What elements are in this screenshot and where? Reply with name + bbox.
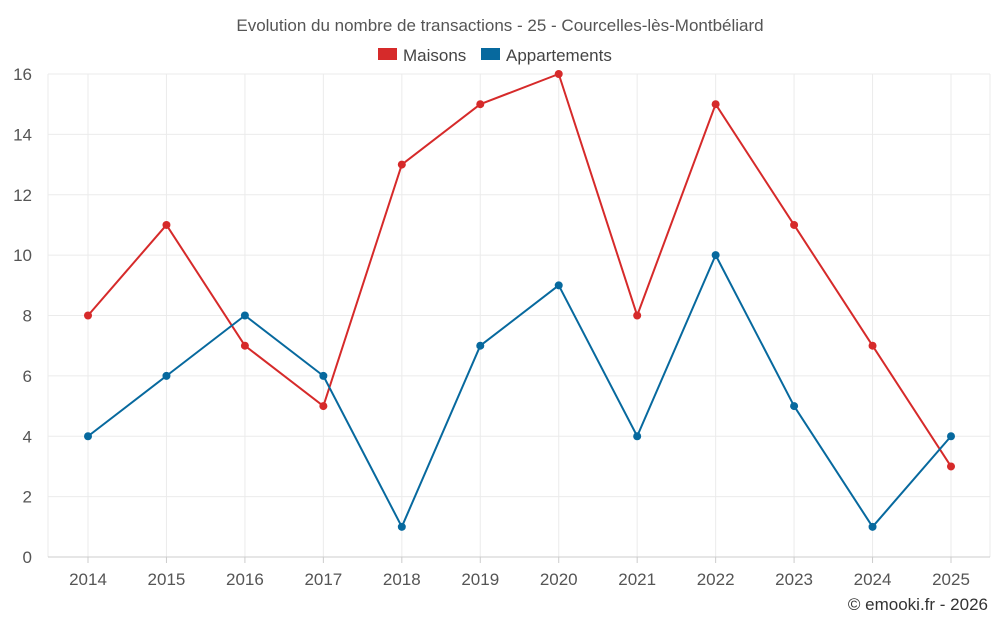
data-point-appartements[interactable] [868, 522, 877, 531]
data-point-maisons[interactable] [319, 402, 328, 411]
x-tick-label: 2019 [461, 570, 499, 589]
data-point-appartements[interactable] [947, 432, 955, 441]
chart-title: Evolution du nombre de transactions - 25… [236, 16, 763, 35]
x-tick-label: 2017 [304, 570, 342, 589]
data-point-appartements[interactable] [397, 522, 406, 531]
x-tick-label: 2020 [540, 570, 578, 589]
data-point-maisons[interactable] [84, 311, 92, 320]
legend-swatch-maisons [378, 48, 397, 60]
series-line-maisons [87, 73, 952, 467]
data-point-appartements[interactable] [240, 311, 249, 320]
data-point-maisons[interactable] [240, 341, 249, 350]
y-tick-label: 12 [13, 186, 32, 205]
x-tick-label: 2022 [697, 570, 735, 589]
data-point-appartements[interactable] [319, 371, 328, 380]
legend-item-appartements[interactable]: Appartements [481, 46, 612, 65]
y-tick-label: 4 [23, 427, 32, 446]
legend-label-maisons: Maisons [403, 46, 466, 65]
y-tick-label: 6 [23, 367, 32, 386]
x-tick-label: 2023 [775, 570, 813, 589]
legend: Maisons Appartements [378, 46, 612, 65]
grid-layer [47, 73, 991, 557]
legend-swatch-appartements [481, 48, 500, 60]
data-point-maisons[interactable] [790, 220, 799, 229]
series-line-appartements [87, 254, 952, 528]
data-point-maisons[interactable] [554, 70, 563, 78]
x-tick-label: 2014 [69, 570, 107, 589]
x-tick-label: 2015 [148, 570, 186, 589]
y-tick-label: 14 [13, 125, 32, 144]
credit-text: © emooki.fr - 2026 [848, 595, 988, 614]
y-tick-label: 2 [23, 488, 32, 507]
data-point-maisons[interactable] [476, 100, 485, 109]
x-tick-label: 2025 [932, 570, 970, 589]
data-point-appartements[interactable] [162, 371, 171, 380]
series-layer [84, 70, 955, 531]
axis-layer: 0 2 4 6 8 10 12 14 16 2014 2015 2016 2017 2018 2019 202… [13, 65, 990, 589]
data-point-maisons[interactable] [162, 220, 171, 229]
data-point-appartements[interactable] [554, 281, 563, 290]
y-tick-label: 10 [13, 246, 32, 265]
data-point-maisons[interactable] [947, 462, 955, 471]
x-tick-label: 2016 [226, 570, 264, 589]
data-point-maisons[interactable] [633, 311, 642, 320]
data-point-maisons[interactable] [397, 160, 406, 169]
data-point-maisons[interactable] [711, 100, 720, 109]
y-tick-label: 16 [13, 65, 32, 84]
y-tick-label: 8 [23, 307, 32, 326]
data-point-appartements[interactable] [84, 432, 92, 441]
data-point-maisons[interactable] [868, 341, 877, 350]
data-point-appartements[interactable] [476, 341, 485, 350]
x-tick-label: 2021 [618, 570, 656, 589]
data-point-appartements[interactable] [711, 251, 720, 260]
x-tick-label: 2024 [854, 570, 892, 589]
legend-label-appartements: Appartements [506, 46, 612, 65]
data-point-appartements[interactable] [790, 402, 799, 411]
legend-item-maisons[interactable]: Maisons [378, 46, 466, 65]
data-point-appartements[interactable] [633, 432, 642, 441]
x-tick-label: 2018 [383, 570, 421, 589]
y-tick-label: 0 [23, 548, 32, 567]
